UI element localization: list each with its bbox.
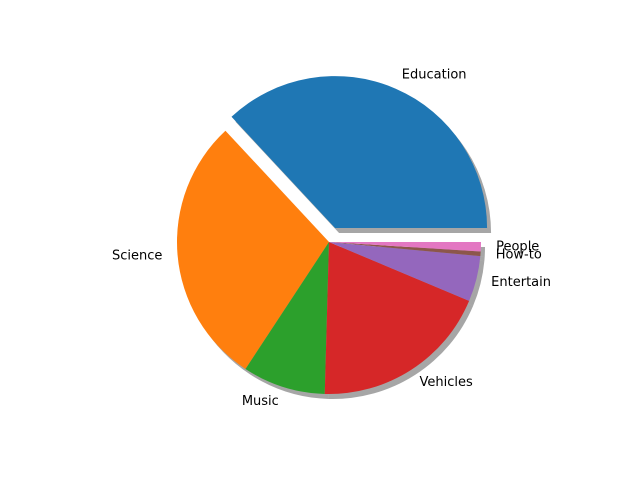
label-vehicles: Vehicles bbox=[420, 375, 473, 390]
slice-entertain bbox=[329, 242, 481, 301]
label-music: Music bbox=[242, 394, 279, 409]
slice-vehicles bbox=[324, 242, 470, 394]
label-people: People bbox=[496, 240, 539, 255]
slice-music bbox=[245, 242, 329, 394]
label-how-to: How-to bbox=[496, 247, 542, 262]
slice-education bbox=[231, 76, 488, 229]
slice-science bbox=[176, 130, 329, 369]
slice-people bbox=[329, 242, 481, 252]
pie-slices bbox=[176, 76, 488, 394]
slice-how-to bbox=[329, 242, 481, 257]
slice-labels: Education Science Music Vehicles Entertain Ho… bbox=[112, 67, 551, 409]
label-education: Education bbox=[402, 67, 467, 82]
label-science: Science bbox=[112, 249, 162, 264]
label-entertain: Entertain bbox=[491, 275, 551, 290]
